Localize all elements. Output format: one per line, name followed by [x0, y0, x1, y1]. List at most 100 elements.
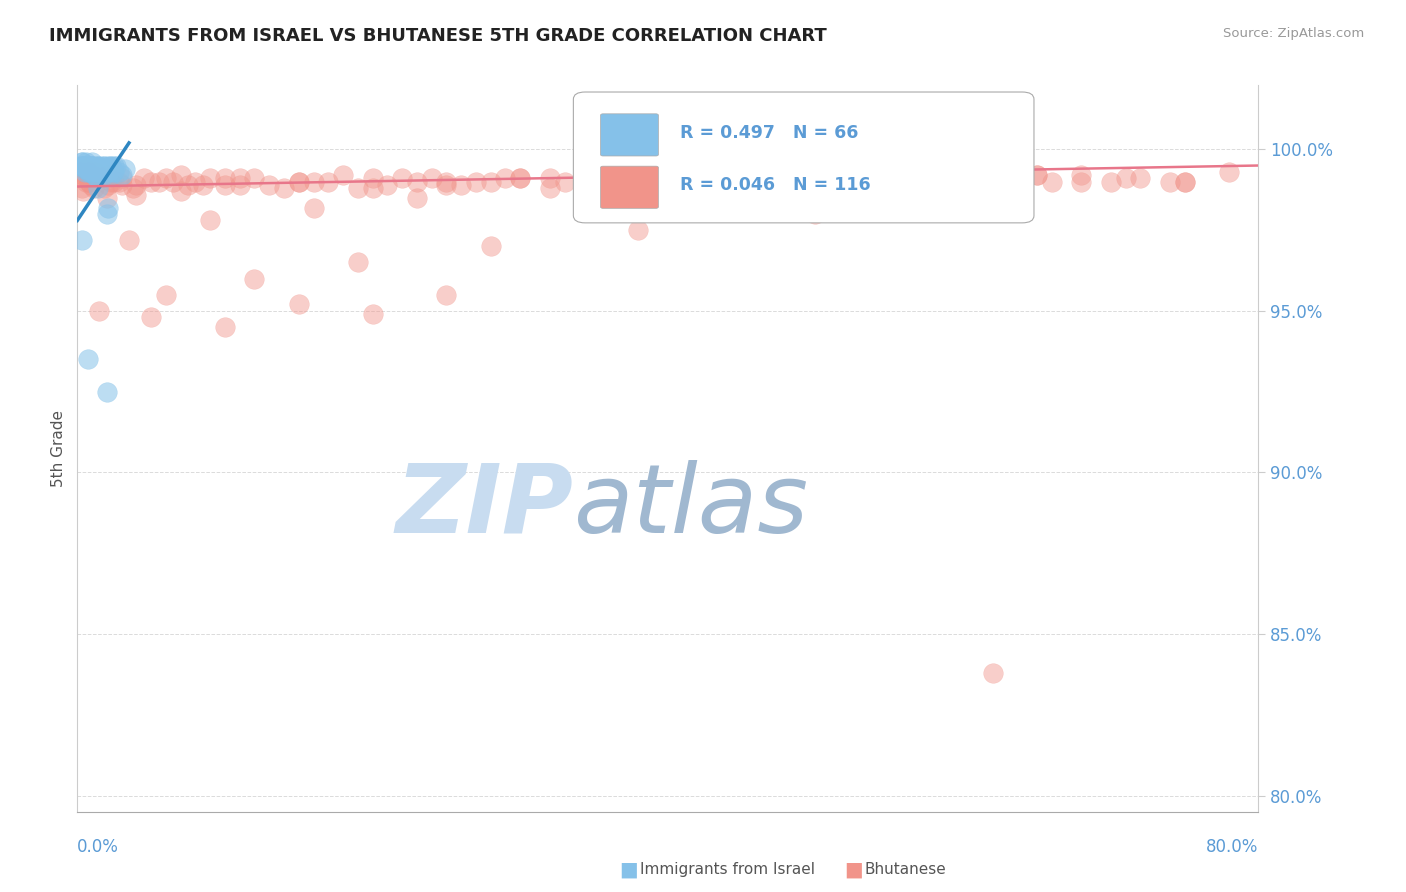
Point — [83, 159, 105, 173]
Point — [132, 171, 155, 186]
Point — [89, 165, 111, 179]
Point — [100, 168, 122, 182]
Point — [97, 178, 120, 192]
Point — [104, 159, 127, 173]
Text: ▪: ▪ — [844, 855, 865, 884]
Point — [76, 352, 98, 367]
Point — [155, 171, 177, 186]
Text: 0.0%: 0.0% — [77, 838, 120, 855]
Point — [361, 171, 384, 186]
Point — [87, 181, 110, 195]
Point — [1026, 168, 1049, 182]
Text: atlas: atlas — [574, 460, 808, 553]
Point — [77, 161, 100, 176]
Point — [228, 178, 252, 192]
Point — [391, 171, 413, 186]
Text: Source: ZipAtlas.com: Source: ZipAtlas.com — [1223, 27, 1364, 40]
Point — [377, 178, 399, 192]
Point — [93, 161, 115, 176]
Point — [103, 165, 125, 179]
Point — [1070, 175, 1092, 189]
Point — [922, 168, 945, 182]
Text: ▪: ▪ — [619, 855, 640, 884]
Point — [672, 175, 695, 189]
Point — [87, 159, 110, 173]
Point — [87, 159, 110, 173]
Point — [583, 168, 606, 182]
Point — [273, 181, 295, 195]
Text: IMMIGRANTS FROM ISRAEL VS BHUTANESE 5TH GRADE CORRELATION CHART: IMMIGRANTS FROM ISRAEL VS BHUTANESE 5TH … — [49, 27, 827, 45]
Point — [84, 168, 107, 182]
Point — [554, 175, 576, 189]
Point — [72, 185, 94, 199]
Point — [288, 175, 311, 189]
Point — [952, 171, 974, 186]
Point — [79, 178, 101, 192]
Point — [93, 168, 115, 182]
Point — [716, 168, 738, 182]
Point — [436, 287, 458, 301]
Point — [731, 171, 754, 186]
Point — [70, 181, 93, 195]
Point — [93, 159, 115, 173]
Point — [96, 168, 118, 182]
Text: Immigrants from Israel: Immigrants from Israel — [640, 863, 814, 877]
Point — [107, 165, 129, 179]
Point — [114, 161, 136, 176]
Point — [83, 168, 105, 182]
Point — [107, 175, 129, 189]
FancyBboxPatch shape — [600, 114, 658, 156]
Point — [90, 165, 112, 179]
Point — [834, 171, 856, 186]
Point — [70, 155, 93, 169]
Point — [76, 161, 98, 176]
Point — [243, 171, 266, 186]
Point — [302, 201, 325, 215]
Point — [91, 159, 114, 173]
Point — [1026, 168, 1049, 182]
Point — [141, 175, 163, 189]
Point — [73, 161, 96, 176]
Point — [101, 165, 124, 179]
Point — [100, 175, 122, 189]
Point — [509, 171, 531, 186]
Point — [84, 161, 107, 176]
Point — [967, 168, 990, 182]
Point — [686, 175, 709, 189]
Point — [97, 165, 120, 179]
Point — [214, 320, 236, 334]
Point — [86, 165, 108, 179]
Point — [1174, 175, 1197, 189]
Point — [82, 159, 104, 173]
Point — [1159, 175, 1181, 189]
Point — [70, 233, 93, 247]
Text: R = 0.046   N = 116: R = 0.046 N = 116 — [679, 176, 870, 194]
Point — [89, 165, 111, 179]
Point — [98, 159, 121, 173]
Point — [70, 155, 93, 169]
Point — [450, 178, 472, 192]
Point — [73, 161, 96, 176]
Point — [122, 181, 145, 195]
FancyBboxPatch shape — [574, 92, 1033, 223]
Point — [184, 175, 207, 189]
Point — [436, 175, 458, 189]
Point — [361, 307, 384, 321]
Point — [200, 171, 222, 186]
Point — [84, 161, 107, 176]
Point — [111, 178, 132, 192]
Point — [1040, 175, 1063, 189]
Point — [82, 165, 104, 179]
Point — [77, 165, 100, 179]
Point — [1129, 171, 1152, 186]
Point — [84, 165, 107, 179]
Point — [775, 171, 797, 186]
Point — [89, 161, 111, 176]
Point — [75, 155, 97, 169]
Point — [72, 168, 94, 182]
Point — [849, 175, 872, 189]
Point — [347, 255, 370, 269]
Point — [111, 171, 132, 186]
Point — [76, 161, 98, 176]
Point — [820, 175, 842, 189]
